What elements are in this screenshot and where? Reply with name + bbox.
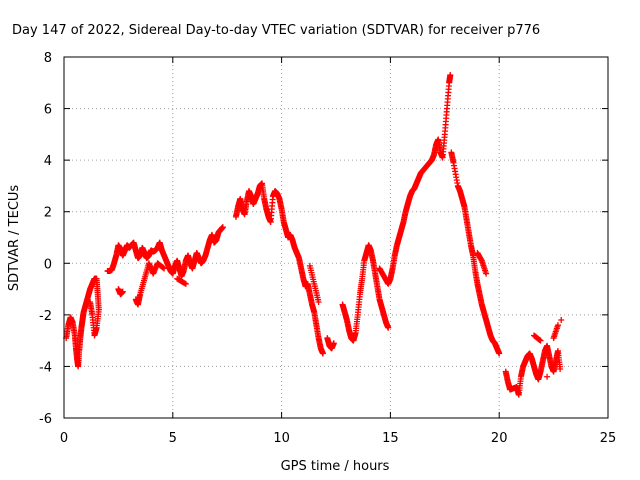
data-point	[219, 224, 226, 231]
x-tick-label: 25	[600, 431, 617, 446]
y-tick-label: -6	[39, 412, 52, 427]
data-point	[385, 324, 392, 331]
y-tick-label: 4	[44, 154, 52, 169]
data-point	[496, 350, 503, 357]
data-point	[537, 337, 544, 344]
data-point	[483, 270, 490, 277]
data-point	[119, 288, 126, 295]
x-axis-label: GPS time / hours	[281, 459, 390, 474]
tick-labels: 0 5 10 15 20 25 -6 -4 -2 0 2 4 6 8	[39, 51, 616, 446]
data-point	[182, 280, 189, 287]
data-point	[319, 350, 326, 357]
y-axis-label: SDTVAR / TECUs	[7, 185, 22, 292]
data-point	[330, 340, 337, 347]
chart-title: Day 147 of 2022, Sidereal Day-to-day VTE…	[12, 23, 540, 38]
data-point	[554, 322, 561, 329]
grid-lines	[64, 57, 608, 418]
y-tick-label: 8	[44, 51, 52, 66]
data-point	[558, 317, 565, 324]
data-points	[63, 72, 565, 398]
plot-frame	[63, 56, 609, 419]
x-tick-label: 20	[491, 431, 508, 446]
x-tick-label: 10	[273, 431, 290, 446]
data-point	[87, 298, 94, 305]
y-tick-label: -4	[39, 360, 52, 375]
data-point	[557, 366, 564, 373]
x-tick-label: 15	[382, 431, 399, 446]
y-tick-label: 0	[44, 257, 52, 272]
y-tick-label: -2	[39, 309, 52, 324]
data-point	[544, 373, 551, 380]
x-tick-label: 0	[60, 431, 68, 446]
x-tick-label: 5	[169, 431, 177, 446]
data-point	[447, 72, 454, 79]
data-point	[315, 298, 322, 305]
y-tick-label: 6	[44, 103, 52, 118]
data-point	[161, 265, 168, 272]
y-tick-label: 2	[44, 206, 52, 221]
